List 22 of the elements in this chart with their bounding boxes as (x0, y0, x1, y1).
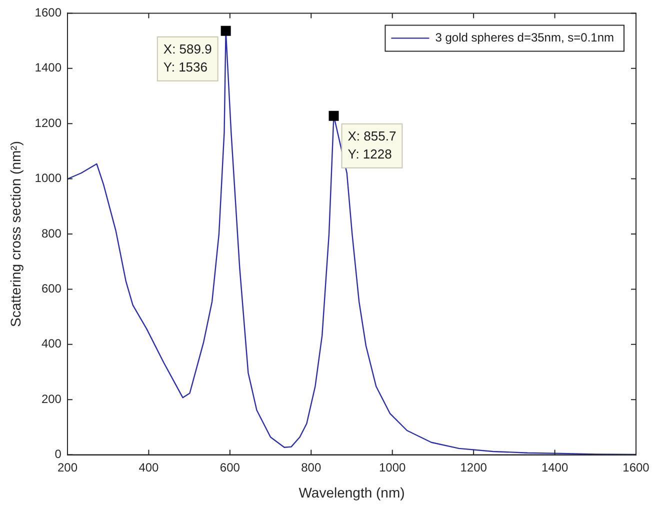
annotation: X: 589.9 Y: 1536 (163, 41, 212, 74)
y-axis-title: Scattering cross section (nm²) (7, 141, 24, 327)
x-axis-title: Wavelength (nm) (298, 484, 405, 500)
x-tick-label: 1200 (460, 460, 488, 474)
y-tick-label: 1600 (34, 6, 62, 20)
y-tick-label: 400 (41, 336, 62, 351)
annotation: X: 855.7 Y: 1228 (348, 128, 396, 162)
x-tick-label: 1000 (379, 460, 406, 474)
y-tick-label: 1000 (34, 171, 62, 186)
y-tick-label: 800 (41, 226, 62, 240)
x-tick-label: 800 (301, 460, 322, 474)
y-tick-label: 1200 (34, 116, 62, 130)
x-tick-label: 1600 (622, 460, 650, 474)
y-tick-label: 0 (54, 447, 62, 462)
x-tick-label: 600 (220, 460, 240, 474)
x-tick-label: 400 (138, 460, 160, 474)
x-tick-label: 1400 (541, 460, 568, 474)
x-tick-label: 200 (57, 460, 78, 474)
y-tick-label: 200 (41, 392, 62, 406)
y-tick-label: 1400 (34, 60, 62, 75)
legend-label: 3 gold spheres d=35nm, s=0.1nm (435, 30, 614, 45)
y-tick-label: 600 (41, 282, 62, 296)
